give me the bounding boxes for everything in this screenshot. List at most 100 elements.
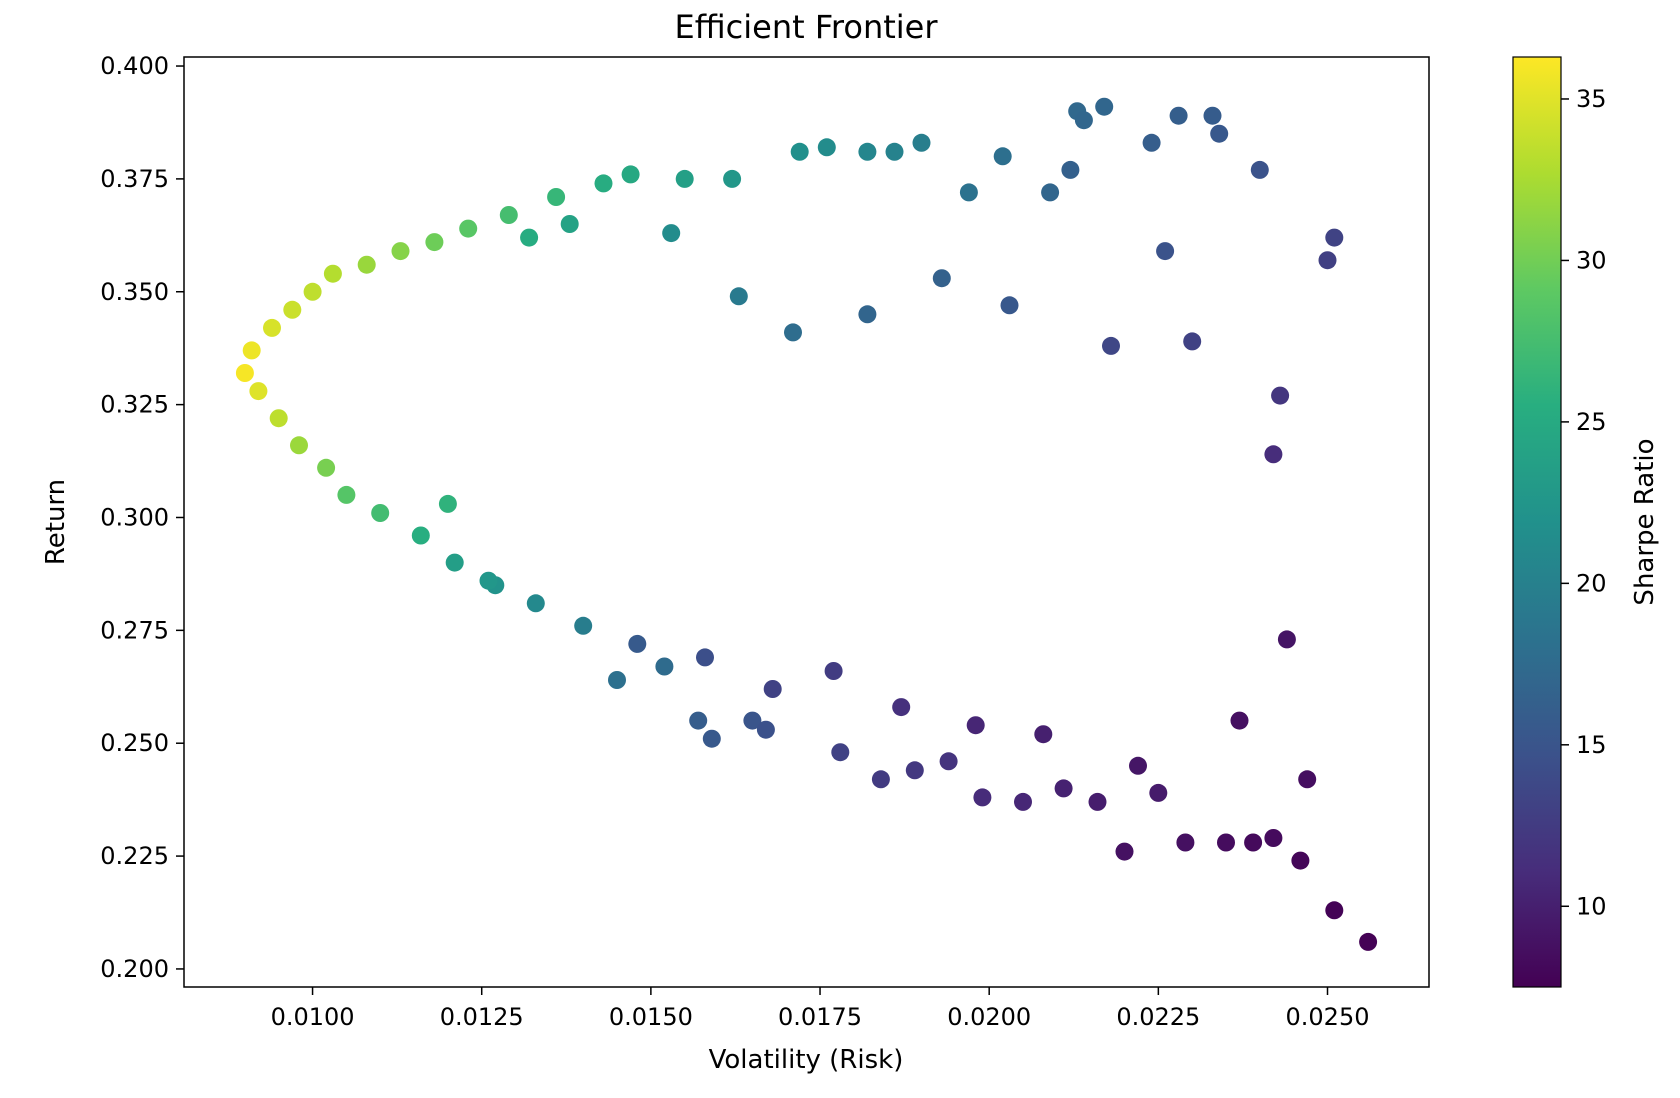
data-point [1000,296,1019,315]
data-point [932,269,951,288]
data-point [966,716,985,735]
data-point [973,788,992,807]
data-point [445,553,464,572]
data-points [235,97,1378,951]
data-point [1149,783,1168,802]
y-tick-label: 0.400 [100,52,169,80]
data-point [317,458,336,477]
data-point [357,255,376,274]
data-point [1230,711,1249,730]
data-point [1088,792,1107,811]
data-point [871,770,890,789]
data-point [242,341,261,360]
data-point [763,680,782,698]
chart-title: Efficient Frontier [675,8,939,46]
data-point [892,698,911,717]
data-point [1156,242,1175,261]
data-point [520,228,539,247]
data-point [547,188,566,206]
data-point [269,409,288,428]
colorbar-tick-label: 30 [1576,246,1607,274]
y-tick-label: 0.325 [100,391,169,419]
data-point [1244,833,1263,852]
data-point [1061,160,1080,179]
data-point [628,634,647,653]
data-point [675,169,694,188]
data-point [939,752,958,771]
data-point [1176,833,1195,852]
x-axis-ticks: 0.0100 0.0125 0.0150 0.0175 0.0200 0.0225 0.02… [271,987,1369,1031]
y-tick-label: 0.250 [100,729,169,757]
colorbar-tick-label: 25 [1576,408,1607,436]
y-tick-label: 0.200 [100,955,169,983]
x-tick-label: 0.0125 [440,1003,524,1031]
y-tick-label: 0.275 [100,616,169,644]
data-point [858,142,877,161]
data-point [263,318,281,337]
data-point [885,142,904,161]
data-point [323,264,342,283]
y-tick-label: 0.225 [100,842,169,870]
x-tick-label: 0.0200 [947,1003,1031,1031]
data-point [1095,97,1114,116]
x-axis-label: Volatility (Risk) [709,1045,904,1075]
x-tick-label: 0.0225 [1116,1003,1200,1031]
y-tick-label: 0.300 [100,503,169,531]
data-point [1318,251,1337,270]
data-point [608,671,626,689]
data-point [790,142,809,161]
data-point [824,662,843,680]
data-point [1264,445,1283,464]
data-point [662,224,681,243]
data-point [1250,160,1269,179]
data-point [459,219,478,238]
data-point [1142,133,1161,152]
data-point [249,382,268,401]
data-point [729,287,748,306]
data-point [817,138,836,157]
data-point [560,215,579,233]
data-point [1014,792,1032,811]
data-point [993,147,1012,166]
data-point [290,436,308,455]
colorbar [1512,56,1562,988]
data-point [1129,756,1147,775]
data-point [1034,725,1053,744]
data-point [1054,779,1073,798]
data-point [655,657,674,676]
data-point [235,364,254,382]
data-point [1041,183,1060,202]
data-point [912,133,931,152]
data-point [1074,111,1093,130]
data-point [831,743,850,762]
data-point [1217,833,1235,852]
data-point [1291,851,1310,870]
data-point [621,165,640,184]
data-point [905,761,924,780]
data-point [784,323,802,342]
x-tick-label: 0.0100 [271,1003,355,1031]
data-point [1102,336,1120,355]
data-point [1203,106,1222,125]
data-point [1115,842,1134,861]
data-point [1298,770,1317,789]
data-point [702,729,721,748]
colorbar-ticks: 10 15 20 25 30 35 [1561,85,1607,920]
data-point [574,616,593,635]
colorbar-tick-label: 15 [1576,731,1607,759]
data-point [499,206,518,224]
data-point [1359,932,1378,951]
data-point [526,594,545,613]
data-point [391,242,410,261]
data-point [696,648,714,667]
data-point [756,720,775,739]
plot-frame [183,56,1430,988]
data-point [723,169,742,188]
colorbar-tick-label: 10 [1576,892,1607,920]
data-point [689,711,708,730]
colorbar-tick-label: 35 [1576,85,1607,113]
colorbar-label: Sharpe Ratio [1630,438,1660,605]
data-point [1325,228,1344,247]
